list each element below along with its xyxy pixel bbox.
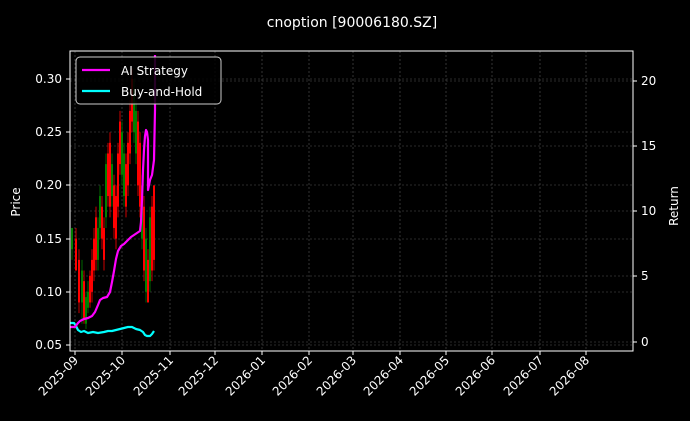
candlestick [111, 164, 113, 197]
price-tick-label: 0.15 [35, 232, 62, 246]
return-axis: 0 5 10 15 20 [633, 74, 656, 349]
price-tick-label: 0.30 [35, 72, 62, 86]
candlestick [125, 164, 127, 207]
candlestick [97, 227, 99, 260]
candlestick [93, 238, 95, 271]
candlestick [129, 110, 131, 154]
return-tick-label: 5 [641, 269, 649, 283]
candlestick [91, 259, 93, 292]
candlestick [107, 153, 109, 197]
candlestick [113, 185, 115, 228]
candlestick [127, 142, 129, 186]
candlestick [103, 227, 105, 260]
return-tick-label: 15 [641, 139, 656, 153]
return-tick-label: 20 [641, 74, 656, 88]
price-axis: 0.05 0.10 0.15 0.20 0.25 0.30 [35, 72, 70, 352]
candlestick [149, 217, 151, 282]
candlestick [105, 164, 107, 218]
candlestick [143, 206, 145, 271]
buy-and-hold-line [70, 321, 155, 338]
return-tick-label: 0 [641, 335, 649, 349]
legend-box [75, 56, 222, 105]
price-tick-label: 0.10 [35, 285, 62, 299]
return-axis-label: Return [667, 186, 681, 226]
candlestick [95, 217, 97, 260]
legend-label-ai-strategy: AI Strategy [121, 64, 188, 78]
candlestick [145, 238, 147, 292]
candlestick [89, 275, 91, 303]
candlestick [121, 132, 123, 175]
candlestick [115, 196, 117, 239]
candlestick [109, 142, 111, 207]
candlestick [137, 121, 139, 186]
candlestick [117, 153, 119, 207]
price-tick-label: 0.25 [35, 125, 62, 139]
candlestick [71, 227, 73, 250]
price-tick-label: 0.20 [35, 178, 62, 192]
candlestick [119, 121, 121, 165]
legend-label-buy-and-hold: Buy-and-Hold [121, 85, 202, 99]
candlestick [87, 291, 89, 308]
candlestick [135, 110, 137, 154]
candlestick [147, 259, 149, 303]
candlestick [83, 281, 85, 319]
chart-title: cnoption [90006180.SZ] [267, 15, 437, 31]
candlestick [78, 259, 80, 303]
candlestick [75, 238, 77, 271]
price-axis-label: Price [9, 187, 23, 216]
ai-strategy-line [70, 55, 157, 329]
candlestick [133, 89, 135, 133]
plot-frame [69, 50, 634, 352]
candlestick [99, 196, 101, 228]
candlestick [139, 142, 141, 207]
candlestick [81, 270, 83, 303]
candlestick [85, 297, 87, 324]
candlestick [123, 153, 125, 197]
price-tick-label: 0.05 [35, 338, 62, 352]
grid-lines [70, 51, 633, 351]
return-tick-label: 10 [641, 204, 656, 218]
candlestick [153, 185, 155, 260]
legend: AI Strategy Buy-and-Hold [75, 56, 222, 105]
candlestick [101, 206, 103, 239]
candlestick [151, 206, 153, 271]
